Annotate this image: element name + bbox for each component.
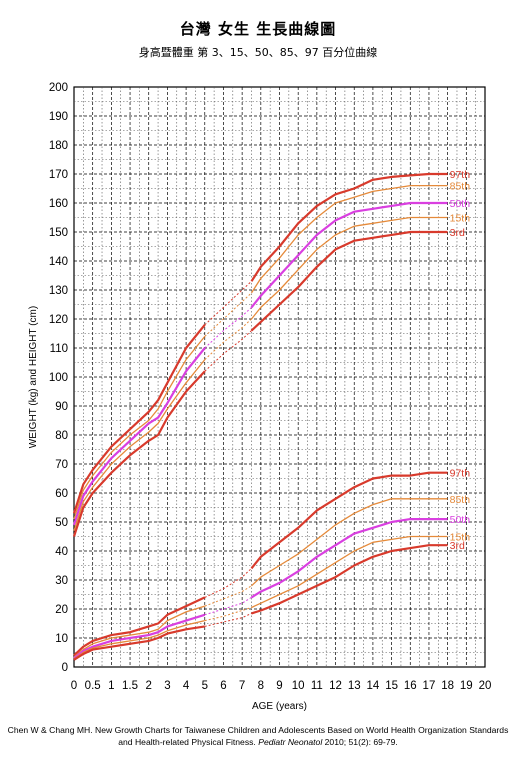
page-title: 台灣 女生 生長曲線圖 (179, 20, 337, 38)
height-50th-line-dotted (204, 307, 252, 349)
y-tick-label: 50 (55, 517, 68, 529)
height-97th-line-dotted (204, 280, 252, 326)
citation-suffix: 2010; 51(2): 69-79. (322, 737, 398, 747)
weight-3rd-line-dotted (204, 612, 252, 627)
height-85th-label: 85th (450, 181, 471, 193)
weight-3rd-label: 3rd (450, 540, 465, 552)
y-tick-label: 120 (49, 314, 68, 326)
x-tick-label: 1 (108, 680, 114, 692)
y-tick-label: 90 (55, 401, 68, 413)
y-tick-label: 40 (55, 546, 68, 558)
y-axis-label: WEIGHT (kg) and HEIGHT (cm) (28, 306, 39, 448)
height-85th-line (73, 335, 206, 520)
y-tick-label: 60 (55, 488, 68, 500)
y-tick-label: 10 (55, 633, 68, 645)
x-axis-label: AGE (years) (252, 701, 307, 712)
height-15th-label: 15th (450, 213, 471, 225)
x-tick-label: 9 (276, 680, 282, 692)
x-tick-label: 5 (202, 680, 208, 692)
height-50th-line (72, 347, 206, 526)
height-50th-label: 50th (450, 198, 471, 210)
x-tick-label: 0 (71, 680, 77, 692)
growth-chart: 0102030405060708090100110120130140150160… (28, 82, 492, 712)
weight-50th-line-late (250, 518, 448, 599)
height-15th-line (73, 359, 206, 531)
weight-85th-label: 85th (450, 494, 471, 506)
y-tick-label: 80 (55, 430, 68, 442)
y-tick-label: 100 (49, 372, 68, 384)
weight-97th-line (73, 596, 206, 657)
weight-15th-line-late (251, 535, 448, 609)
weight-50th-line-dotted (204, 596, 252, 616)
y-tick-label: 30 (55, 575, 68, 587)
weight-50th-label: 50th (450, 514, 471, 526)
y-tick-label: 190 (49, 111, 68, 123)
y-tick-label: 180 (49, 140, 68, 152)
x-tick-label: 19 (460, 680, 473, 692)
x-tick-label: 10 (292, 680, 305, 692)
x-tick-label: 4 (183, 680, 190, 692)
x-tick-label: 11 (311, 680, 323, 692)
citation-text: Chen W & Chang MH. New Growth Charts for… (7, 725, 509, 747)
height-97th-line-late (250, 172, 448, 282)
x-tick-label: 14 (367, 680, 380, 692)
height-85th-line-dotted (204, 292, 252, 337)
y-tick-label: 130 (49, 285, 68, 297)
weight-97th-line-dotted (204, 568, 252, 598)
x-tick-label: 15 (385, 680, 398, 692)
weight-97th-label: 97th (450, 468, 471, 480)
x-tick-label: 13 (348, 680, 361, 692)
weight-85th-line-dotted (204, 585, 252, 607)
y-tick-label: 0 (62, 662, 68, 674)
weight-15th-line-dotted (204, 607, 252, 622)
height-85th-line-late (250, 184, 448, 294)
weight-85th-line-late (251, 498, 448, 587)
y-tick-label: 140 (49, 256, 68, 268)
y-tick-label: 170 (49, 169, 68, 181)
x-tick-label: 2 (146, 680, 152, 692)
weight-50th-line (73, 613, 206, 660)
page-subtitle: 身高暨體重 第 3、15、50、85、97 百分位曲線 (138, 46, 378, 59)
y-tick-label: 70 (55, 459, 68, 471)
weight-3rd-line-late (251, 544, 448, 615)
y-tick-label: 20 (55, 604, 68, 616)
citation: Chen W & Chang MH. New Growth Charts for… (0, 724, 516, 748)
x-tick-label: 17 (423, 680, 436, 692)
height-3rd-line (72, 370, 206, 537)
height-3rd-line-dotted (204, 330, 252, 372)
x-tick-label: 3 (164, 680, 170, 692)
height-50th-line-late (250, 201, 448, 309)
x-tick-label: 0.5 (85, 680, 101, 692)
x-tick-label: 1.5 (122, 680, 138, 692)
x-tick-label: 12 (329, 680, 342, 692)
height-97th-label: 97th (450, 169, 471, 181)
height-3rd-line-late (250, 230, 448, 332)
y-tick-label: 200 (49, 82, 68, 94)
height-97th-line (72, 324, 206, 514)
weight-15th-label: 15th (450, 532, 471, 544)
y-tick-label: 110 (50, 343, 68, 355)
weight-15th-line (73, 619, 205, 660)
x-tick-label: 7 (239, 680, 245, 692)
y-tick-label: 160 (49, 198, 68, 210)
x-tick-label: 6 (220, 680, 226, 692)
weight-3rd-line (73, 625, 205, 661)
weight-97th-line-late (250, 471, 448, 570)
x-tick-label: 8 (258, 680, 264, 692)
y-tick-label: 150 (49, 227, 68, 239)
citation-journal: Pediatr Neonatol (258, 737, 323, 747)
height-15th-line-dotted (204, 318, 252, 360)
x-tick-label: 16 (404, 680, 417, 692)
height-15th-line-late (250, 216, 448, 320)
x-tick-label: 20 (479, 680, 492, 692)
weight-85th-line (73, 605, 205, 658)
height-3rd-label: 3rd (450, 227, 465, 239)
x-tick-label: 18 (441, 680, 454, 692)
